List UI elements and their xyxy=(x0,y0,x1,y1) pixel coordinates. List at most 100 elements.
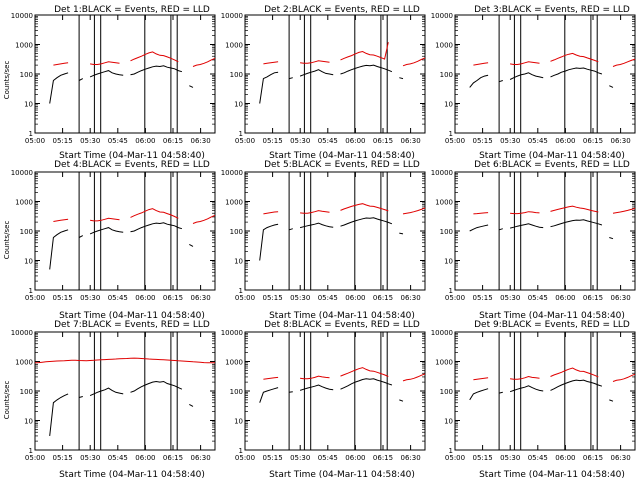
plot-frame xyxy=(244,14,426,134)
x-tick-label: 05:45 xyxy=(528,137,548,145)
panel-det-2: Det 2:BLACK = Events, RED = LLD 1 10 100 100… xyxy=(221,5,426,145)
y-tick-label: 100 xyxy=(440,388,453,396)
x-tick-label: 06:00 xyxy=(345,294,365,302)
x-tick-label: 05:45 xyxy=(108,294,128,302)
x-tick-label: 05:00 xyxy=(445,454,465,462)
x-tick-label: 05:30 xyxy=(500,137,520,145)
events-series-line xyxy=(469,219,614,240)
y-tick-label: 100 xyxy=(440,71,453,79)
x-axis-label-row-2: Start Time (04-Mar-11 04:58:40) xyxy=(269,311,415,321)
y-tick-label: 10 xyxy=(234,418,243,426)
y-tick-label: 1000 xyxy=(225,199,243,207)
events-series-line xyxy=(469,379,614,402)
x-tick-label: 06:15 xyxy=(373,454,393,462)
panel-det-7: Det 7:BLACK = Events, RED = LLD 1 10 100 100… xyxy=(11,320,216,462)
x-tick-label: 05:00 xyxy=(25,137,45,145)
x-tick-label: 05:45 xyxy=(318,137,338,145)
plot-frame xyxy=(244,331,426,451)
y-tick-label: 10000 xyxy=(431,169,453,177)
x-tick-label: 06:15 xyxy=(373,137,393,145)
x-tick-label: 05:15 xyxy=(263,137,283,145)
x-tick-label: 06:00 xyxy=(345,137,365,145)
y-tick-label: 1 xyxy=(29,447,33,455)
lld-series-line xyxy=(53,51,216,67)
y-tick-label: 100 xyxy=(230,71,243,79)
plot-frame xyxy=(244,171,426,291)
y-tick-label: 10000 xyxy=(431,12,453,20)
y-tick-label: 1 xyxy=(449,287,453,295)
x-tick-label: 05:45 xyxy=(318,454,338,462)
x-axis-label-row-2: Start Time (04-Mar-11 04:58:40) xyxy=(59,311,205,321)
x-axis-label-row-3: Start Time (04-Mar-11 04:58:40) xyxy=(479,470,625,480)
lld-series-line xyxy=(263,203,426,215)
y-tick-label: 1 xyxy=(449,447,453,455)
y-tick-label: 10 xyxy=(24,258,33,266)
x-tick-label: 06:30 xyxy=(191,454,211,462)
panel-title: Det 6:BLACK = Events, RED = LLD xyxy=(474,160,630,170)
x-tick-label: 05:45 xyxy=(318,294,338,302)
x-tick-label: 05:15 xyxy=(53,137,73,145)
panel-title: Det 1:BLACK = Events, RED = LLD xyxy=(54,5,210,15)
y-tick-label: 1000 xyxy=(435,359,453,367)
x-tick-label: 05:00 xyxy=(235,294,255,302)
x-tick-label: 05:45 xyxy=(528,454,548,462)
y-tick-label: 1000 xyxy=(15,42,33,50)
y-tick-label: 100 xyxy=(440,228,453,236)
y-tick-label: 1000 xyxy=(435,199,453,207)
y-tick-label: 10 xyxy=(24,101,33,109)
x-tick-label: 06:15 xyxy=(583,454,603,462)
lld-series-line xyxy=(263,42,426,67)
x-tick-label: 06:00 xyxy=(555,137,575,145)
x-tick-label: 05:30 xyxy=(80,454,100,462)
x-tick-label: 06:30 xyxy=(611,294,631,302)
x-tick-label: 06:15 xyxy=(163,294,183,302)
panel-det-4: Det 4:BLACK = Events, RED = LLD 1 10 100 100… xyxy=(11,160,216,302)
panel-det-5: Det 5:BLACK = Events, RED = LLD 1 10 100 100… xyxy=(221,160,426,302)
x-tick-label: 06:00 xyxy=(345,454,365,462)
panel-det-8: Det 8:BLACK = Events, RED = LLD 1 10 100 100… xyxy=(221,320,426,462)
x-tick-label: 05:30 xyxy=(290,454,310,462)
x-tick-label: 05:45 xyxy=(108,137,128,145)
y-tick-label: 100 xyxy=(20,71,33,79)
panel-title: Det 8:BLACK = Events, RED = LLD xyxy=(264,320,420,330)
y-axis-label-row-1: Counts/sec xyxy=(3,61,11,100)
y-tick-label: 1000 xyxy=(435,42,453,50)
x-tick-label: 05:00 xyxy=(25,294,45,302)
x-tick-label: 06:15 xyxy=(583,294,603,302)
x-axis-label-row-1: Start Time (04-Mar-11 04:58:40) xyxy=(479,151,625,161)
x-tick-label: 06:15 xyxy=(583,137,603,145)
y-tick-label: 100 xyxy=(230,228,243,236)
y-tick-label: 10 xyxy=(234,258,243,266)
panel-title: Det 5:BLACK = Events, RED = LLD xyxy=(264,160,420,170)
x-tick-label: 06:30 xyxy=(191,137,211,145)
x-tick-label: 05:00 xyxy=(445,137,465,145)
y-tick-label: 1000 xyxy=(225,42,243,50)
y-tick-label: 10000 xyxy=(431,329,453,337)
events-series-line xyxy=(259,64,404,104)
x-tick-label: 05:30 xyxy=(80,137,100,145)
x-tick-label: 05:00 xyxy=(445,294,465,302)
x-tick-label: 05:15 xyxy=(263,454,283,462)
x-axis-label-row-1: Start Time (04-Mar-11 04:58:40) xyxy=(59,151,205,161)
y-axis-label-row-3: Counts/sec xyxy=(3,381,11,420)
panel-det-3: Det 3:BLACK = Events, RED = LLD 1 10 100 100… xyxy=(431,5,636,145)
lld-series-line xyxy=(473,205,636,215)
lld-series-line xyxy=(34,357,215,364)
y-tick-label: 10 xyxy=(24,418,33,426)
x-tick-label: 05:30 xyxy=(290,137,310,145)
panel-title: Det 9:BLACK = Events, RED = LLD xyxy=(474,320,630,330)
y-tick-label: 1 xyxy=(239,130,243,138)
x-tick-label: 06:30 xyxy=(401,454,421,462)
lld-series-line xyxy=(473,367,636,382)
y-tick-label: 10 xyxy=(444,258,453,266)
x-tick-label: 05:30 xyxy=(290,294,310,302)
x-tick-label: 06:30 xyxy=(611,137,631,145)
x-tick-label: 06:00 xyxy=(555,454,575,462)
x-tick-label: 05:15 xyxy=(473,294,493,302)
y-tick-label: 1 xyxy=(29,130,33,138)
panel-det-1: Det 1:BLACK = Events, RED = LLD 1 10 100 100… xyxy=(11,5,216,145)
x-tick-label: 06:00 xyxy=(135,137,155,145)
events-series-line xyxy=(259,217,404,261)
y-tick-label: 1 xyxy=(239,287,243,295)
